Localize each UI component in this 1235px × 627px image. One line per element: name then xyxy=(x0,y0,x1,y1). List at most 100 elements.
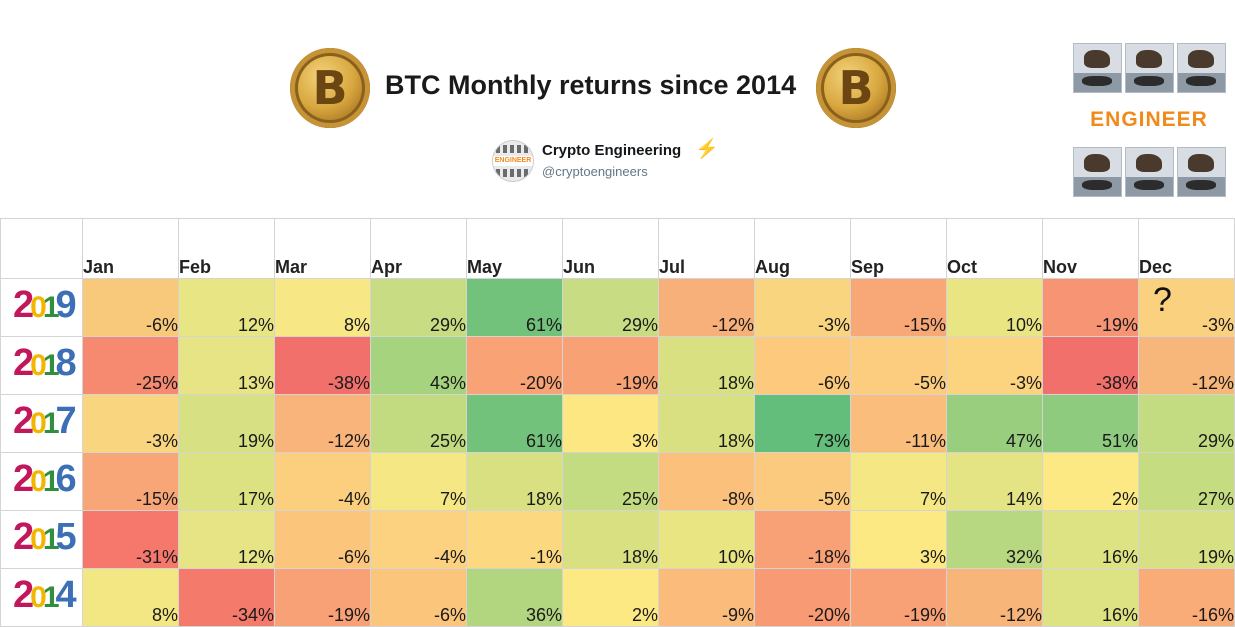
year-label: 2017 xyxy=(0,394,83,453)
bear-bull-tile-icon xyxy=(1125,147,1174,197)
return-value: -19% xyxy=(615,373,658,393)
year-label: 2016 xyxy=(0,452,83,511)
table-row: 2016 -15% 17% -4% 7% 18% 25% -8% -5% 7% 14% 2% 27% xyxy=(0,452,1235,511)
return-cell: 25% xyxy=(562,452,659,511)
return-cell: -20% xyxy=(754,568,851,627)
return-cell: -18% xyxy=(754,510,851,569)
return-cell: -8% xyxy=(658,452,755,511)
table-row: 2014 8% -34% -19% -6% 36% 2% -9% -20% -19% -12% 16%… xyxy=(0,568,1235,627)
return-value: -11% xyxy=(905,431,946,451)
return-value: -8% xyxy=(721,489,754,509)
return-cell: -3% xyxy=(946,336,1043,395)
account-avatar[interactable]: ENGINEER xyxy=(492,140,534,182)
return-cell: -19% xyxy=(1042,278,1139,337)
return-value: -6% xyxy=(145,315,178,335)
return-cell: 2% xyxy=(562,568,659,627)
return-value: -3% xyxy=(1009,373,1042,393)
return-cell: -6% xyxy=(274,510,371,569)
month-header: Jul xyxy=(658,218,755,279)
return-cell: -19% xyxy=(562,336,659,395)
bear-bull-tile-icon xyxy=(1073,147,1122,197)
account-handle[interactable]: @cryptoengineers xyxy=(542,164,648,179)
return-value: 12% xyxy=(237,315,274,335)
return-value: 13% xyxy=(237,373,274,393)
question-mark-annotation: ? xyxy=(1153,281,1172,319)
return-cell: 12% xyxy=(178,510,275,569)
table-row: 2015 -31% 12% -6% -4% -1% 18% 10% -18% 3% 32% 16% 19… xyxy=(0,510,1235,569)
year-label: 2018 xyxy=(0,336,83,395)
return-value: 25% xyxy=(429,431,466,451)
return-value: -12% xyxy=(711,315,754,335)
return-value: 10% xyxy=(717,547,754,567)
return-cell: -19% xyxy=(274,568,371,627)
chart-header: B BTC Monthly returns since 2014 B ENGIN… xyxy=(0,0,1235,218)
return-cell: -38% xyxy=(1042,336,1139,395)
return-cell: -4% xyxy=(274,452,371,511)
return-value: -5% xyxy=(913,373,946,393)
return-value: 18% xyxy=(717,431,754,451)
return-value: 8% xyxy=(343,315,370,335)
return-value: 27% xyxy=(1197,489,1234,509)
return-value: 10% xyxy=(1005,315,1042,335)
return-value: 3% xyxy=(631,431,658,451)
avatar-logo-text: ENGINEER xyxy=(494,157,532,164)
return-cell: 7% xyxy=(850,452,947,511)
return-cell: -6% xyxy=(82,278,179,337)
return-value: 61% xyxy=(525,431,562,451)
year-label: 2019 xyxy=(0,278,83,337)
year-text: 2017 xyxy=(13,400,77,442)
return-value: 12% xyxy=(237,547,274,567)
return-value: -20% xyxy=(807,605,850,625)
return-cell: -9% xyxy=(658,568,755,627)
return-cell: -31% xyxy=(82,510,179,569)
return-cell: 29% xyxy=(1138,394,1235,453)
return-cell: 32% xyxy=(946,510,1043,569)
return-value: 51% xyxy=(1101,431,1138,451)
return-cell: -5% xyxy=(850,336,947,395)
return-cell: 73% xyxy=(754,394,851,453)
table-row: 2019 -6% 12% 8% 29% 61% 29% -12% -3% -15% 10% -19%?… xyxy=(0,278,1235,337)
return-value: -25% xyxy=(135,373,178,393)
return-cell: 61% xyxy=(466,394,563,453)
return-cell: 47% xyxy=(946,394,1043,453)
return-cell: -6% xyxy=(370,568,467,627)
table-row: 2017 -3% 19% -12% 25% 61% 3% 18% 73% -11% 47% 51% 29… xyxy=(0,394,1235,453)
year-label: 2014 xyxy=(0,568,83,627)
return-cell: 43% xyxy=(370,336,467,395)
return-cell: -3% xyxy=(754,278,851,337)
return-cell: -12% xyxy=(658,278,755,337)
return-value: -12% xyxy=(327,431,370,451)
year-label: 2015 xyxy=(0,510,83,569)
bitcoin-coin-left-icon: B xyxy=(290,48,370,128)
return-cell: -25% xyxy=(82,336,179,395)
return-value: -15% xyxy=(135,489,178,509)
return-value: -3% xyxy=(1201,315,1234,335)
return-value: 18% xyxy=(525,489,562,509)
return-cell: ? -3% xyxy=(1138,278,1235,337)
month-header: Nov xyxy=(1042,218,1139,279)
return-cell: 25% xyxy=(370,394,467,453)
return-value: 2% xyxy=(631,605,658,625)
return-value: 2% xyxy=(1111,489,1138,509)
return-cell: -15% xyxy=(82,452,179,511)
return-cell: -12% xyxy=(274,394,371,453)
return-value: -18% xyxy=(807,547,850,567)
return-cell: 3% xyxy=(562,394,659,453)
return-cell: 14% xyxy=(946,452,1043,511)
return-cell: -12% xyxy=(946,568,1043,627)
return-value: -6% xyxy=(817,373,850,393)
return-value: 29% xyxy=(1197,431,1234,451)
return-cell: -1% xyxy=(466,510,563,569)
return-cell: 36% xyxy=(466,568,563,627)
return-value: 18% xyxy=(717,373,754,393)
month-header: Feb xyxy=(178,218,275,279)
return-value: 36% xyxy=(525,605,562,625)
month-header: May xyxy=(466,218,563,279)
return-value: 16% xyxy=(1101,605,1138,625)
return-value: 18% xyxy=(621,547,658,567)
return-value: -15% xyxy=(903,315,946,335)
return-value: -4% xyxy=(433,547,466,567)
return-value: 8% xyxy=(151,605,178,625)
account-name[interactable]: Crypto Engineering xyxy=(542,142,682,159)
month-header: Dec xyxy=(1138,218,1235,279)
